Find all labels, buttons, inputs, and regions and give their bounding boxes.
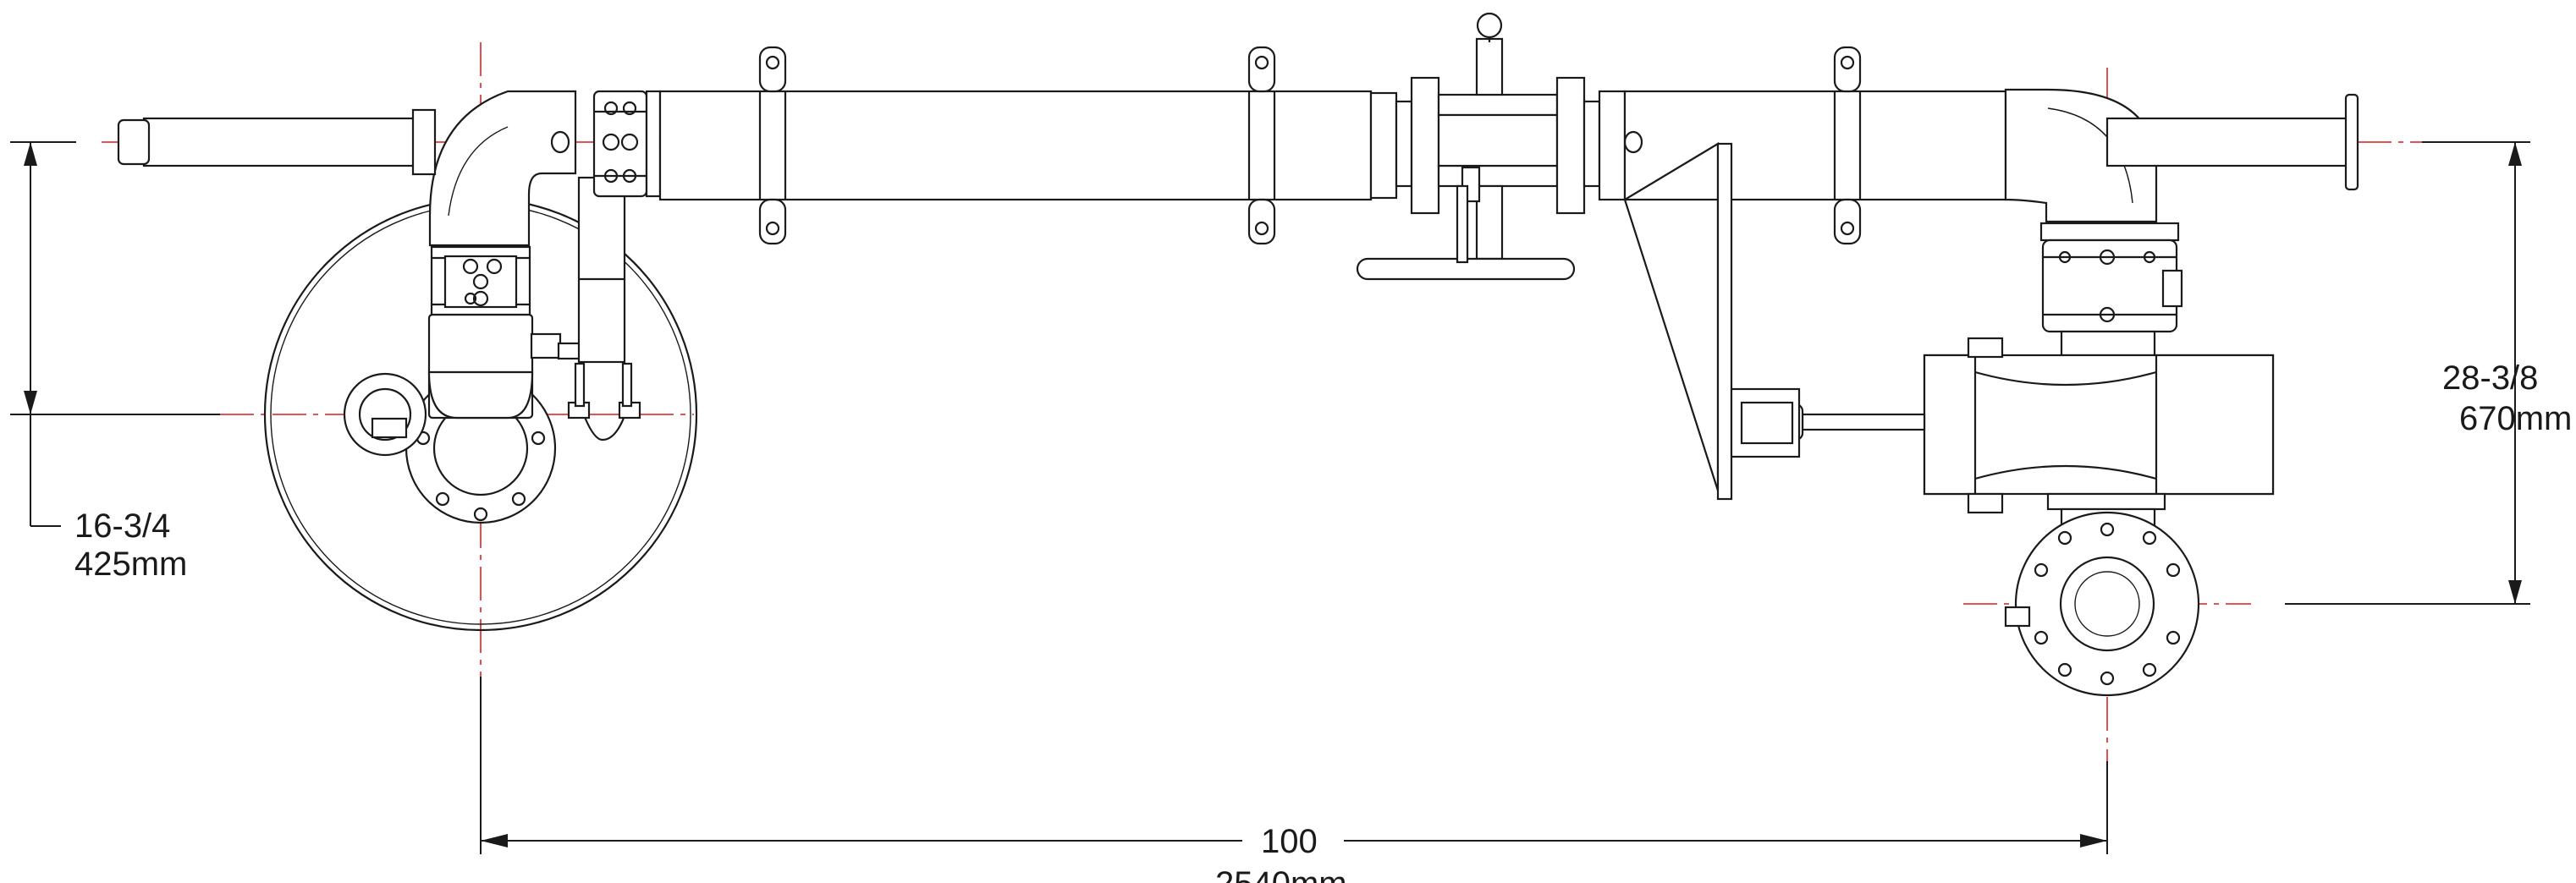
strainer-section [1356,12,1601,281]
gearbox [2041,239,2178,333]
dimension-left-height: 16-3/4 425mm [10,141,220,583]
pipe-clamp [758,46,787,245]
right-pipe [1598,46,2359,501]
outlet-flange [2014,511,2200,697]
elbow [428,90,577,247]
actuator-rod [1801,413,1926,431]
gearbox-motor [1730,222,2275,514]
dimension-horizontal-metric: 2540mm [1215,865,1347,883]
left-reel-assembly [117,90,698,632]
dimension-left-imperial: 16-3/4 [74,507,170,545]
dimension-right-imperial: 28-3/8 [2442,359,2538,397]
dimension-horizontal-imperial: 100 [1261,823,1318,860]
pipe-clamp [1833,46,1862,245]
dimension-left-metric: 425mm [74,546,187,583]
pipe-clamp [1247,46,1276,245]
main-pipe [658,46,1398,245]
dimension-right-height: 28-3/8 670mm [2285,141,2572,605]
bottom-flange [2004,507,2200,697]
dimension-horizontal-span: 100 2540mm [480,677,2108,883]
inlet-pipe [142,117,416,167]
gauge [1476,12,1503,39]
rotary-coupling-left [592,90,648,198]
dimension-right-metric: 670mm [2459,400,2572,437]
support-bracket [577,176,626,364]
